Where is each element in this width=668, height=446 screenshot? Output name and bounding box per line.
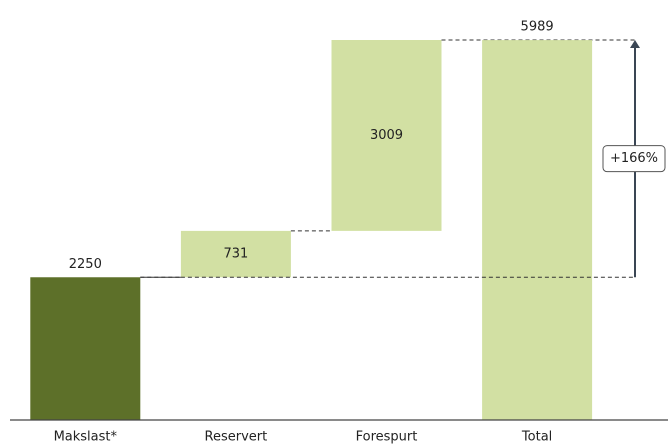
value-label: 5989 [521, 20, 554, 35]
bar [30, 277, 141, 420]
x-tick-label: Total [521, 430, 552, 445]
bar [482, 40, 593, 420]
value-label: 3009 [370, 128, 403, 143]
arrow-head [630, 40, 640, 48]
value-label: 731 [223, 247, 248, 262]
x-tick-label: Reservert [205, 430, 268, 445]
bar [180, 230, 291, 278]
value-label: 2250 [69, 257, 102, 272]
x-tick-label: Forespurt [356, 430, 418, 445]
annotation-box [602, 145, 666, 173]
x-tick-label: Makslast* [54, 430, 118, 445]
bar [331, 40, 442, 231]
annotation: +166% [610, 151, 658, 166]
